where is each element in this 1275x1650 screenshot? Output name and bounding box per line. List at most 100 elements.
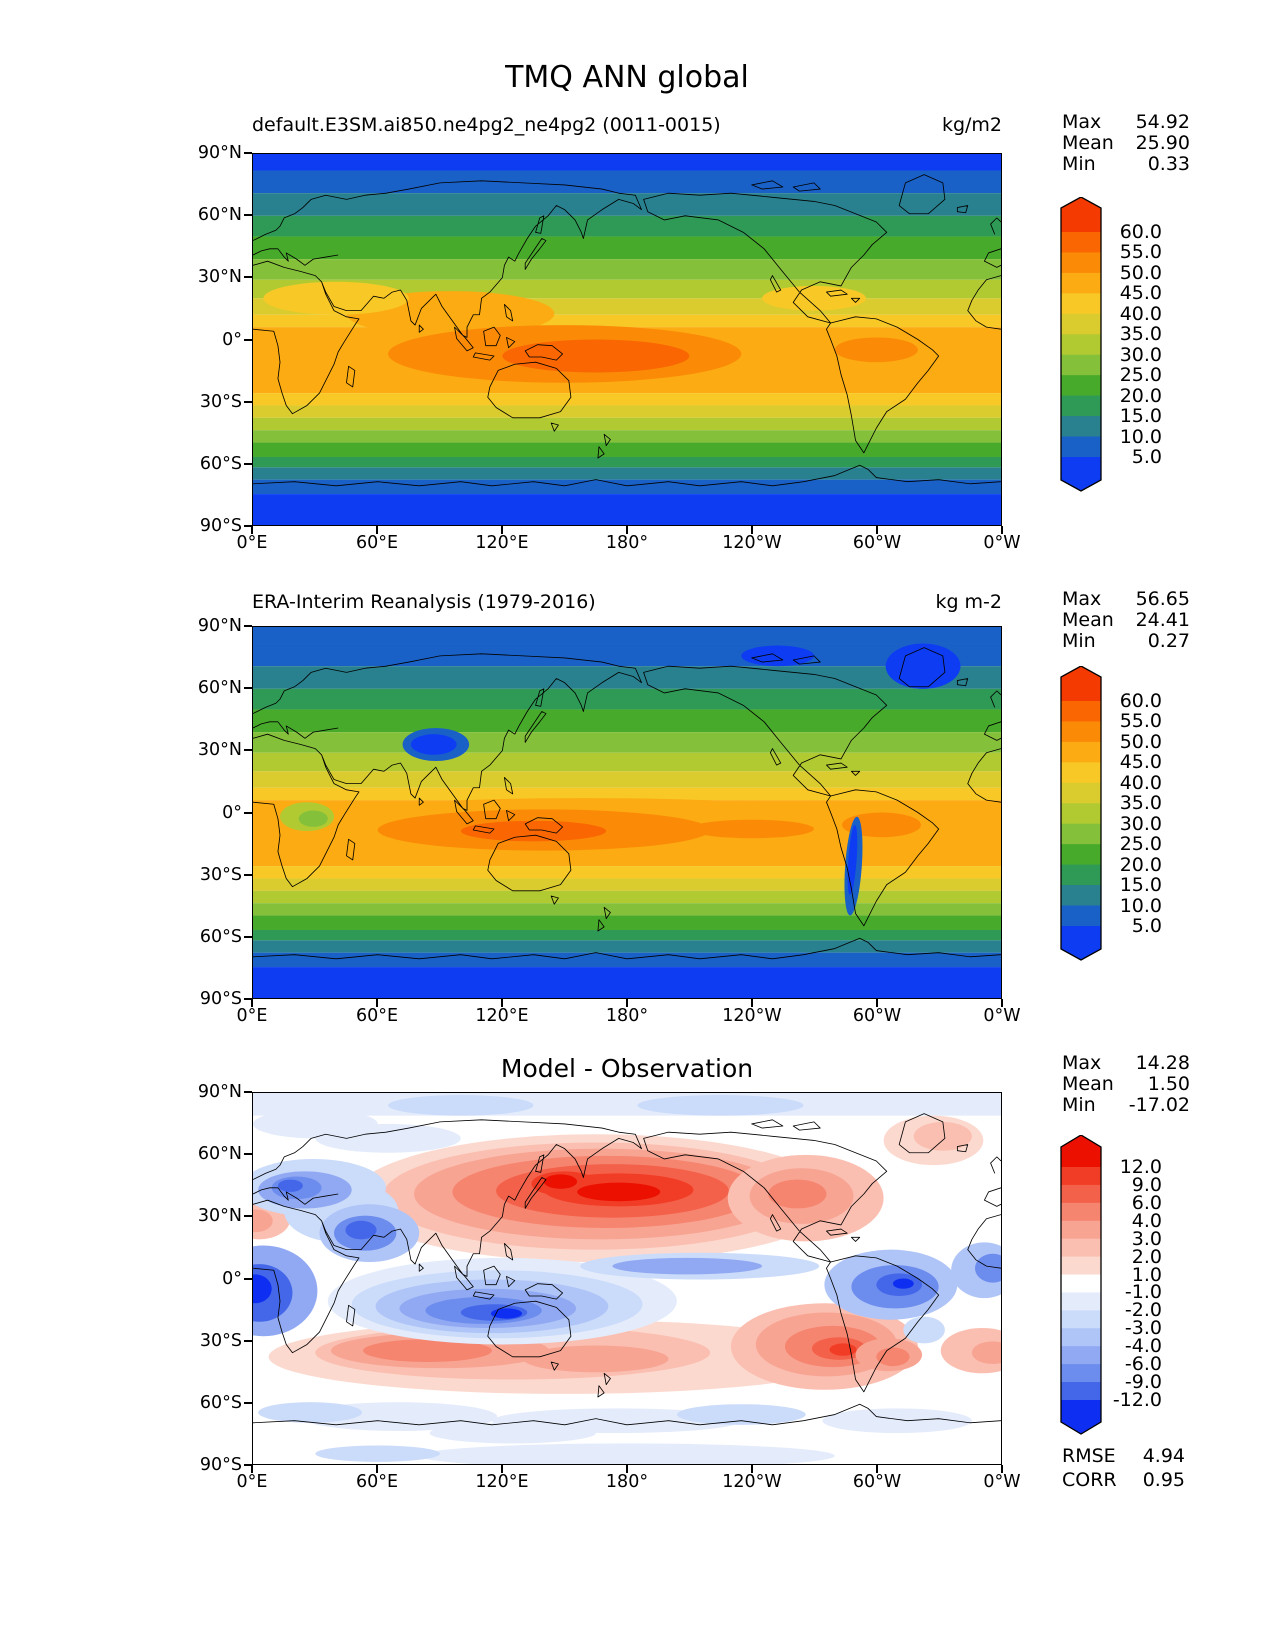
panel-diff-map <box>252 1092 1002 1465</box>
xtick-mark <box>1001 1465 1003 1473</box>
xtick-mark <box>376 526 378 534</box>
colorbar-band <box>1061 1238 1101 1258</box>
panel-model-ytick-30°N: 30°N <box>197 267 242 288</box>
stat-label: Mean <box>1062 1073 1114 1095</box>
panel-obs-stat-row: Mean 24.41 <box>1062 610 1190 631</box>
panel-model-ytick-60°S: 60°S <box>199 453 242 474</box>
panel-model-map <box>252 153 1002 526</box>
panel-model-xtick-120°W: 120°W <box>722 533 782 553</box>
panel-obs-ytick-60°S: 60°S <box>199 926 242 947</box>
colorbar-tick-25.0: 25.0 <box>1119 833 1162 856</box>
panel-diff-map-svg <box>253 1093 1001 1464</box>
panel-obs-xtick-60°W: 60°W <box>852 1006 902 1026</box>
colorbar-tick-50.0: 50.0 <box>1119 261 1162 284</box>
colorbar-tick-5.0: 5.0 <box>1131 914 1162 937</box>
ytick-mark <box>244 625 252 627</box>
panel-obs-title: ERA-Interim Reanalysis (1979-2016) <box>252 591 596 613</box>
colorbar-tick-20.0: 20.0 <box>1119 384 1162 407</box>
colorbar-tick--6.0: -6.0 <box>1124 1353 1162 1376</box>
panel-diff-stat-row: Min -17.02 <box>1062 1095 1190 1116</box>
colorbar-band <box>1061 334 1101 356</box>
panel-obs-ytick-90°N: 90°N <box>197 616 242 636</box>
ytick-mark <box>244 400 252 403</box>
panel-obs-ytick-90°S: 90°S <box>199 989 242 1009</box>
colorbar-tick-10.0: 10.0 <box>1119 425 1162 448</box>
panel-obs-map-svg <box>253 627 1001 998</box>
colorbar-svg <box>1060 1134 1102 1435</box>
colorbar-band <box>1061 701 1101 723</box>
colorbar-tick-4.0: 4.0 <box>1131 1209 1162 1232</box>
diff-contour-field <box>253 1093 1001 1464</box>
ytick-mark <box>244 687 252 690</box>
panel-model-xtick-180°: 180° <box>605 533 649 553</box>
panel-obs-xtick-120°W: 120°W <box>722 1006 782 1026</box>
colorbar-band <box>1061 375 1101 397</box>
xtick-mark <box>376 1465 378 1473</box>
xtick-mark <box>876 526 878 534</box>
colorbar-tick-6.0: 6.0 <box>1131 1191 1162 1214</box>
panel-obs-subtitle-row: ERA-Interim Reanalysis (1979-2016) kg m-… <box>252 591 1002 613</box>
xtick-mark <box>501 1465 503 1473</box>
colorbar-band <box>1061 864 1101 886</box>
panel-diff-xtick-0°W: 0°W <box>983 1472 1021 1492</box>
ytick-mark <box>244 873 252 876</box>
stat-label: Max <box>1062 588 1102 610</box>
panel-model-subtitle-row: default.E3SM.ai850.ne4pg2_ne4pg2 (0011-0… <box>252 114 1002 136</box>
metric-label: CORR <box>1062 1469 1117 1491</box>
stat-value: -17.02 <box>1128 1094 1190 1116</box>
panel-diff-xtick-60°W: 60°W <box>852 1472 902 1492</box>
colorbar-tick-12.0: 12.0 <box>1119 1156 1162 1178</box>
colorbar-tick-40.0: 40.0 <box>1119 771 1162 794</box>
stat-value: 25.90 <box>1135 132 1190 154</box>
colorbar-band <box>1061 1184 1101 1204</box>
stat-label: Mean <box>1062 132 1114 154</box>
panel-model-xtick-0°E: 0°E <box>236 533 268 553</box>
colorbar-tick-35.0: 35.0 <box>1119 323 1162 346</box>
ytick-mark <box>244 998 252 1000</box>
colorbar-band <box>1061 436 1101 458</box>
ytick-mark <box>244 1339 252 1342</box>
colorbar-band <box>1061 232 1101 254</box>
panel-diff-ytick-30°S: 30°S <box>199 1330 242 1351</box>
colorbar-svg <box>1060 665 1102 961</box>
colorbar-tick-3.0: 3.0 <box>1131 1227 1162 1250</box>
colorbar-band <box>1061 395 1101 417</box>
ytick-mark <box>244 1091 252 1093</box>
colorbar-over-arrow <box>1061 197 1101 232</box>
colorbar-over-arrow <box>1061 1135 1101 1167</box>
panel-diff-metric-row: RMSE 4.94 <box>1062 1446 1185 1467</box>
ytick-mark <box>244 152 252 154</box>
panel-model-xtick-0°W: 0°W <box>983 533 1021 553</box>
colorbar-band <box>1061 1310 1101 1329</box>
panel-model-ytick-0°: 0° <box>222 329 242 350</box>
colorbar-band <box>1061 354 1101 376</box>
metric-value: 4.94 <box>1142 1445 1185 1467</box>
panel-obs-xtick-180°: 180° <box>605 1006 649 1026</box>
panel-obs-ytick-30°S: 30°S <box>199 864 242 885</box>
colorbar-tick-60.0: 60.0 <box>1119 690 1162 712</box>
ytick-mark <box>244 1153 252 1156</box>
stat-label: Mean <box>1062 609 1114 631</box>
panel-diff-xtick-180°: 180° <box>605 1472 649 1492</box>
panel-model-stat-row: Mean 25.90 <box>1062 133 1190 154</box>
ytick-mark <box>244 1401 252 1404</box>
stat-label: Max <box>1062 111 1102 133</box>
colorbar-band <box>1061 1202 1101 1222</box>
colorbar-band <box>1061 272 1101 294</box>
colorbar-band <box>1061 1274 1101 1294</box>
stat-value: 0.33 <box>1147 153 1190 175</box>
panel-model-ytick-90°S: 90°S <box>199 516 242 536</box>
colorbar-band <box>1061 823 1101 845</box>
panel-model-units: kg/m2 <box>941 114 1002 136</box>
colorbar-band <box>1061 885 1101 907</box>
stat-label: Min <box>1062 153 1096 175</box>
obs-contour-field <box>253 627 1001 998</box>
panel-model-title: default.E3SM.ai850.ne4pg2_ne4pg2 (0011-0… <box>252 114 721 136</box>
ytick-mark <box>244 1464 252 1466</box>
colorbar-under-arrow <box>1061 926 1101 960</box>
colorbar-band <box>1061 313 1101 335</box>
colorbar-band <box>1061 1382 1101 1401</box>
panel-model-map-svg <box>253 154 1001 525</box>
panel-model-stat-row: Min 0.33 <box>1062 154 1190 175</box>
panel-obs-xtick-0°W: 0°W <box>983 1006 1021 1026</box>
